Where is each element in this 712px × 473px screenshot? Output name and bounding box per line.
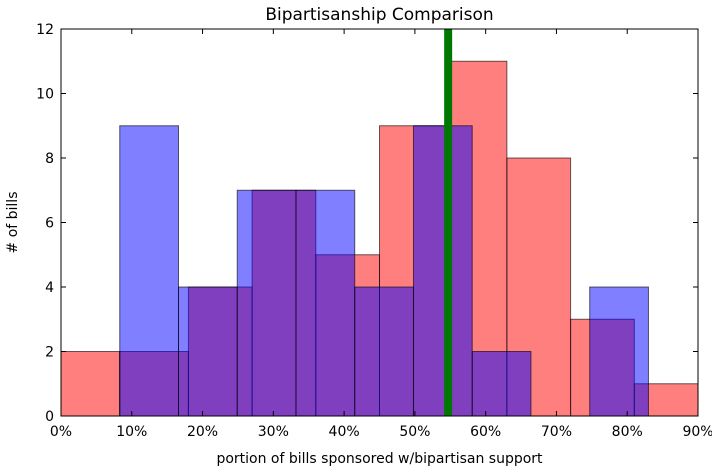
histogram-bar-s0-b5 bbox=[354, 286, 414, 417]
y-tick-label: 0 bbox=[45, 409, 54, 425]
y-tick-label: 12 bbox=[36, 22, 54, 38]
x-tick-label: 30% bbox=[258, 424, 289, 440]
x-tick-label: 0% bbox=[50, 424, 72, 440]
x-tick-label: 20% bbox=[187, 424, 218, 440]
y-tick-label: 10 bbox=[36, 87, 54, 103]
y-axis-label: # of bills bbox=[5, 192, 21, 254]
x-tick-label: 60% bbox=[470, 424, 501, 440]
chart-title: Bipartisanship Comparison bbox=[265, 5, 493, 25]
histogram-bar-s1-b0 bbox=[60, 351, 121, 417]
x-tick-label: 40% bbox=[329, 424, 360, 440]
y-tick-label: 2 bbox=[45, 345, 54, 361]
x-tick-label: 50% bbox=[399, 424, 430, 440]
histogram-bar-s0-b7 bbox=[471, 351, 532, 417]
x-tick-label: 10% bbox=[116, 424, 147, 440]
y-tick-label: 4 bbox=[45, 280, 54, 296]
histogram-bar-s0-b6 bbox=[412, 125, 473, 417]
histogram-bar-s0-b9 bbox=[589, 286, 649, 417]
x-axis-label: portion of bills sponsored w/bipartisan … bbox=[216, 451, 543, 467]
histogram-bar-s0-b1 bbox=[119, 125, 179, 417]
histogram-bar-s0-b2 bbox=[177, 286, 238, 417]
x-tick-label: 70% bbox=[541, 424, 572, 440]
x-tick-label: 90% bbox=[682, 424, 712, 440]
y-tick-label: 6 bbox=[45, 216, 54, 232]
histogram-bar-s0-b4 bbox=[295, 189, 356, 417]
histogram-bar-s0-b3 bbox=[236, 189, 297, 417]
y-tick-label: 8 bbox=[45, 151, 54, 167]
x-tick-label: 80% bbox=[612, 424, 643, 440]
